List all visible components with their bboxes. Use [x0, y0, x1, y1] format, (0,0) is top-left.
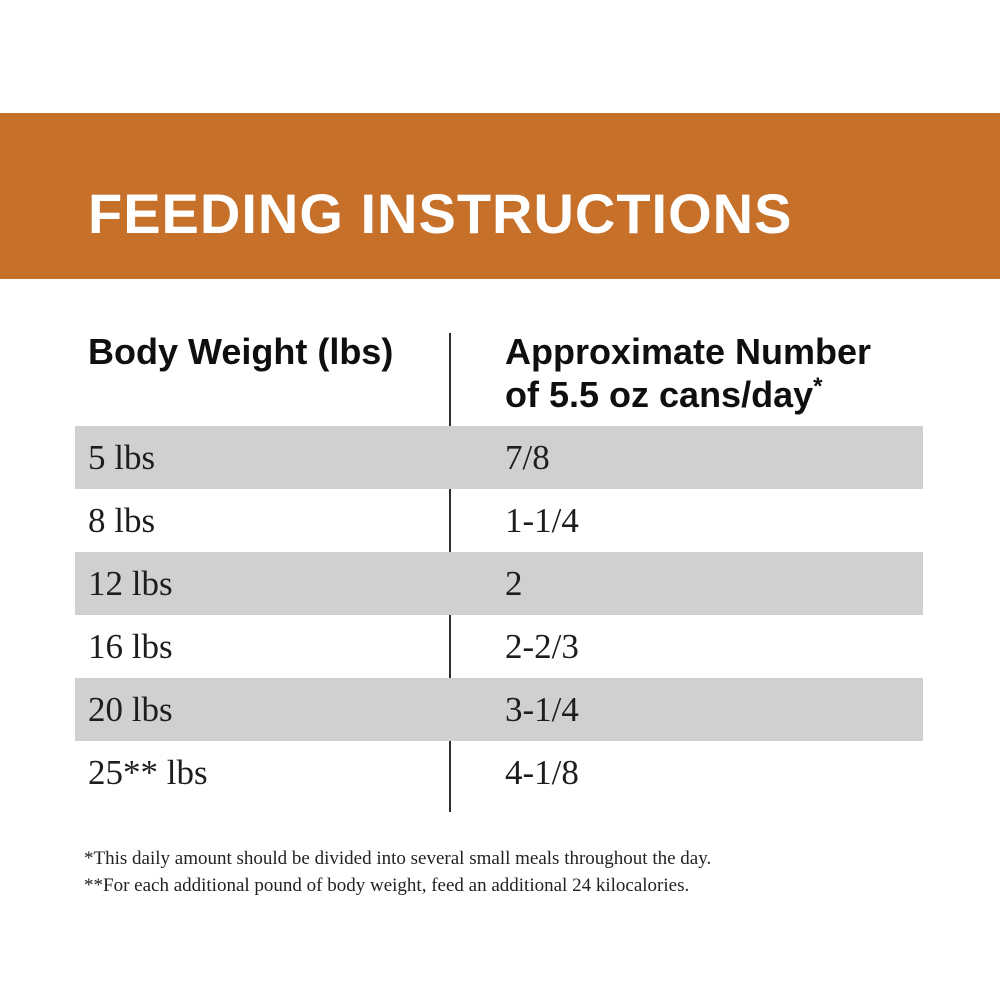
- table-row: 5 lbs 7/8: [75, 426, 923, 489]
- cans-per-day-cell: 2: [505, 563, 523, 603]
- body-weight-cell: 12 lbs: [88, 563, 173, 603]
- cans-per-day-cell: 4-1/8: [505, 752, 579, 792]
- column-header-cans-line1: Approximate Number: [505, 331, 872, 372]
- column-header-cans-per-day: Approximate Number of 5.5 oz cans/day*: [505, 330, 871, 416]
- column-header-body-weight: Body Weight (lbs): [88, 331, 394, 372]
- footnotes: *This daily amount should be divided int…: [84, 846, 711, 899]
- feeding-table: 5 lbs 7/8 8 lbs 1-1/4 12 lbs 2 16 lbs 2-…: [75, 426, 923, 804]
- table-row: 12 lbs 2: [75, 552, 923, 615]
- body-weight-cell: 16 lbs: [88, 626, 173, 666]
- feeding-instructions-banner: FEEDING INSTRUCTIONS: [0, 113, 1000, 279]
- table-row: 16 lbs 2-2/3: [75, 615, 923, 678]
- body-weight-cell: 5 lbs: [88, 437, 156, 477]
- footnote-daily-amount: *This daily amount should be divided int…: [84, 848, 712, 869]
- cans-per-day-cell: 1-1/4: [505, 500, 579, 540]
- table-row: 25** lbs 4-1/8: [75, 741, 923, 804]
- table-row: 8 lbs 1-1/4: [75, 489, 923, 552]
- body-weight-cell: 8 lbs: [88, 500, 156, 540]
- cans-per-day-cell: 3-1/4: [505, 689, 579, 729]
- body-weight-cell: 20 lbs: [88, 689, 173, 729]
- footnote-marker: *: [813, 373, 823, 400]
- body-weight-cell: 25** lbs: [88, 752, 208, 792]
- footnote-additional-weight: **For each additional pound of body weig…: [84, 874, 690, 896]
- cans-per-day-cell: 7/8: [505, 437, 550, 477]
- table-row: 20 lbs 3-1/4: [75, 678, 923, 741]
- banner-title: FEEDING INSTRUCTIONS: [88, 181, 793, 245]
- column-header-cans-line2: of 5.5 oz cans/day: [505, 374, 814, 415]
- cans-per-day-cell: 2-2/3: [505, 626, 579, 666]
